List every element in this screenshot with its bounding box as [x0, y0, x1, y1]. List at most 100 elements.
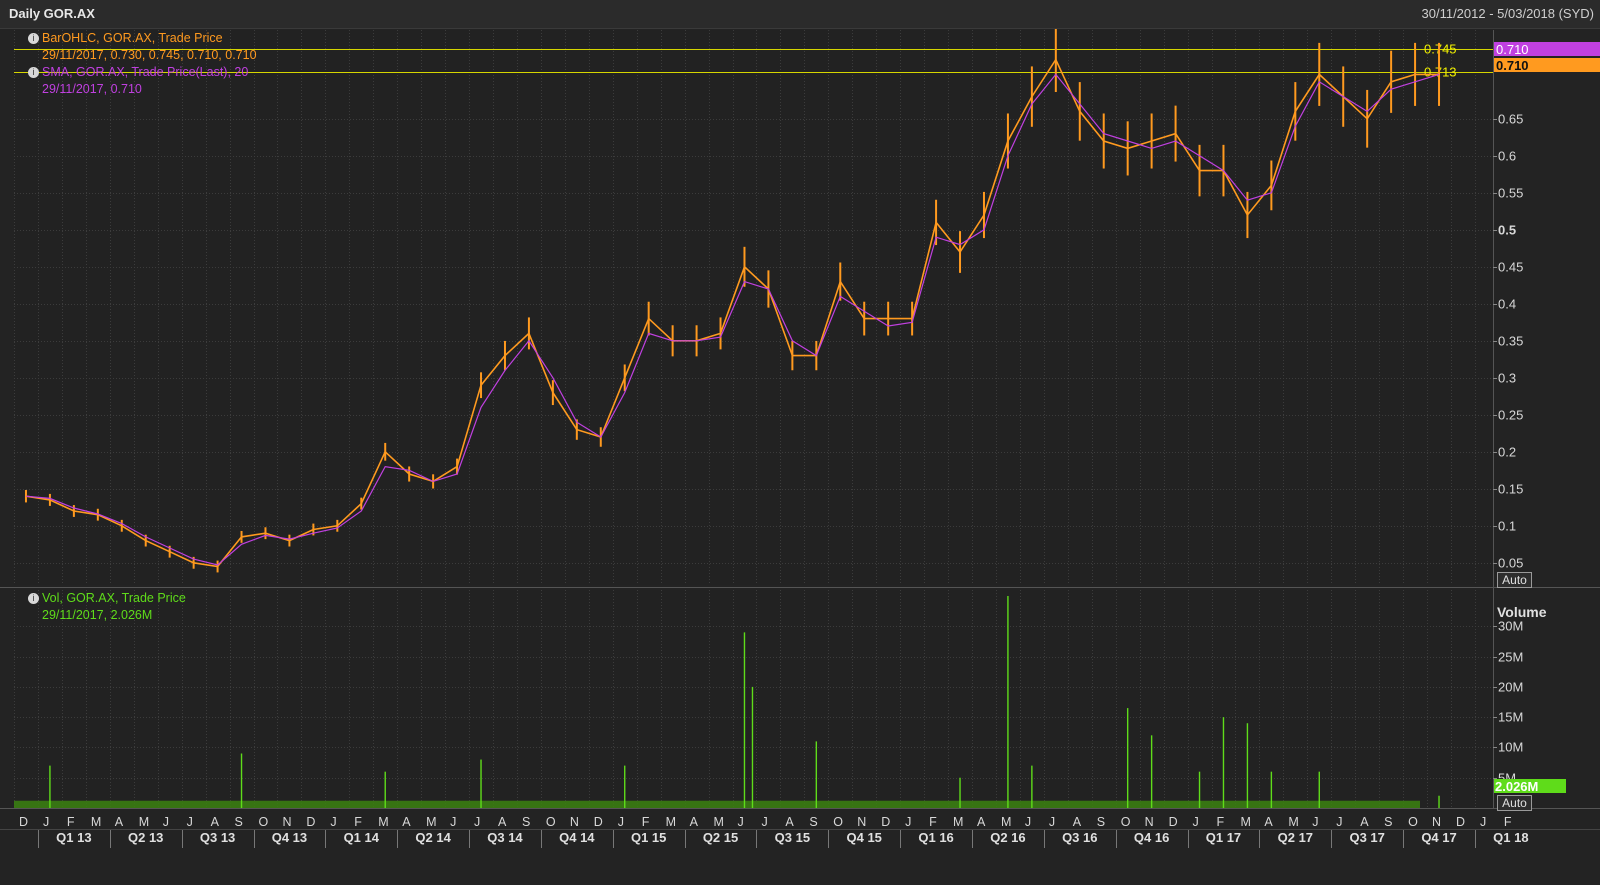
volume-auto-scale-button[interactable]: Auto [1497, 795, 1532, 811]
month-tick-label: A [1360, 815, 1369, 829]
month-tick-label: A [402, 815, 411, 829]
quarter-tick-label: Q4 17 [1421, 830, 1456, 845]
price-auto-scale-button[interactable]: Auto [1497, 572, 1532, 588]
month-tick-label: D [19, 815, 28, 829]
month-tick-label: M [378, 815, 388, 829]
month-tick-label: J [330, 815, 336, 829]
sma-legend-icon[interactable]: i [28, 67, 39, 79]
month-tick-label: S [235, 815, 243, 829]
month-tick-label: M [666, 815, 676, 829]
month-tick-label: F [1217, 815, 1225, 829]
month-tick-label: A [1073, 815, 1082, 829]
volume-tick-label: 10M [1498, 740, 1523, 755]
month-tick-label: O [1121, 815, 1131, 829]
month-tick-label: D [594, 815, 603, 829]
volume-baseline [14, 800, 1420, 808]
month-tick-label: N [1432, 815, 1441, 829]
price-tick-label: 0.25 [1498, 408, 1523, 423]
quarter-tick-label: Q1 18 [1493, 830, 1528, 845]
quarter-tick-label: Q2 14 [415, 830, 451, 845]
price-tick-label: 0.4 [1498, 297, 1516, 312]
volume-legend-title[interactable]: Vol, GOR.AX, Trade Price [42, 591, 186, 605]
last-value-label: 0.710 [1496, 58, 1529, 73]
sma-legend: i SMA, GOR.AX, Trade Price(Last), 20 29/1… [28, 64, 248, 98]
volume-tick-label: 25M [1498, 650, 1523, 665]
last-volume-box [1494, 779, 1566, 793]
price-tick-label: 0.45 [1498, 260, 1523, 275]
month-tick-label: O [259, 815, 269, 829]
reference-line-label: 0.713 [1424, 65, 1457, 80]
month-tick-label: J [1312, 815, 1318, 829]
month-tick-label: O [833, 815, 843, 829]
month-tick-label: A [785, 815, 794, 829]
month-tick-label: F [929, 815, 937, 829]
volume-tick-label: 20M [1498, 680, 1523, 695]
quarter-tick-label: Q4 13 [272, 830, 307, 845]
month-tick-label: J [1049, 815, 1055, 829]
price-tick-label: 0.65 [1498, 112, 1523, 127]
month-tick-label: N [857, 815, 866, 829]
quarter-tick-label: Q4 15 [847, 830, 882, 845]
volume-tick-label: 15M [1498, 710, 1523, 725]
sma-line [25, 73, 1440, 566]
price-legend-icon[interactable]: i [28, 33, 39, 45]
quarter-tick-label: Q4 16 [1134, 830, 1169, 845]
month-tick-label: S [1097, 815, 1105, 829]
month-tick-label: F [642, 815, 650, 829]
month-tick-label: J [474, 815, 480, 829]
month-tick-label: D [1169, 815, 1178, 829]
price-tick-label: 0.6 [1498, 149, 1516, 164]
price-tick-label: 0.1 [1498, 519, 1516, 534]
price-tick-label: 0.15 [1498, 482, 1523, 497]
month-tick-label: J [43, 815, 49, 829]
month-tick-label: M [1240, 815, 1250, 829]
quarter-tick-label: Q2 13 [128, 830, 163, 845]
volume-legend: i Vol, GOR.AX, Trade Price 29/11/2017, 2.… [28, 590, 186, 624]
month-tick-label: S [1384, 815, 1392, 829]
month-tick-label: M [953, 815, 963, 829]
last-value-label: 0.710 [1496, 42, 1529, 57]
month-tick-label: J [761, 815, 767, 829]
date-range: 30/11/2012 - 5/03/2018 (SYD) [1421, 6, 1595, 21]
price-legend-title[interactable]: BarOHLC, GOR.AX, Trade Price [42, 31, 223, 45]
month-tick-label: M [139, 815, 149, 829]
quarter-tick-label: Q1 17 [1206, 830, 1241, 845]
month-tick-label: M [91, 815, 101, 829]
quarter-tick-label: Q3 17 [1349, 830, 1384, 845]
month-tick-label: F [67, 815, 75, 829]
month-tick-label: A [498, 815, 507, 829]
price-tick-label: 0.3 [1498, 371, 1516, 386]
last-value-box [1494, 42, 1600, 56]
time-axis [0, 809, 1600, 885]
month-tick-label: J [1025, 815, 1031, 829]
quarter-tick-label: Q2 16 [990, 830, 1025, 845]
price-legend-values: 29/11/2017, 0.730, 0.745, 0.710, 0.710 [42, 48, 257, 62]
month-tick-label: M [1288, 815, 1298, 829]
quarter-tick-label: Q3 16 [1062, 830, 1097, 845]
month-tick-label: M [426, 815, 436, 829]
month-tick-label: O [1408, 815, 1418, 829]
month-tick-label: J [1193, 815, 1199, 829]
month-tick-label: A [977, 815, 986, 829]
month-tick-label: D [306, 815, 315, 829]
price-panel [14, 30, 1493, 585]
reference-line-label: 0.745 [1424, 42, 1457, 57]
month-tick-label: S [522, 815, 530, 829]
month-tick-label: N [1145, 815, 1154, 829]
sma-legend-values: 29/11/2017, 0.710 [42, 82, 142, 96]
last-volume-label: 2.026M [1495, 779, 1538, 794]
sma-legend-title[interactable]: SMA, GOR.AX, Trade Price(Last), 20 [42, 65, 249, 79]
month-tick-label: J [905, 815, 911, 829]
month-tick-label: A [211, 815, 220, 829]
quarter-tick-label: Q1 16 [918, 830, 953, 845]
last-value-box [1494, 58, 1600, 72]
volume-legend-icon[interactable]: i [28, 593, 39, 605]
chart-title: Daily GOR.AX [9, 6, 95, 21]
month-tick-label: M [1001, 815, 1011, 829]
quarter-tick-label: Q2 17 [1278, 830, 1313, 845]
quarter-tick-label: Q2 15 [703, 830, 738, 845]
price-tick-label: 0.2 [1498, 445, 1516, 460]
quarter-tick-label: Q1 15 [631, 830, 666, 845]
